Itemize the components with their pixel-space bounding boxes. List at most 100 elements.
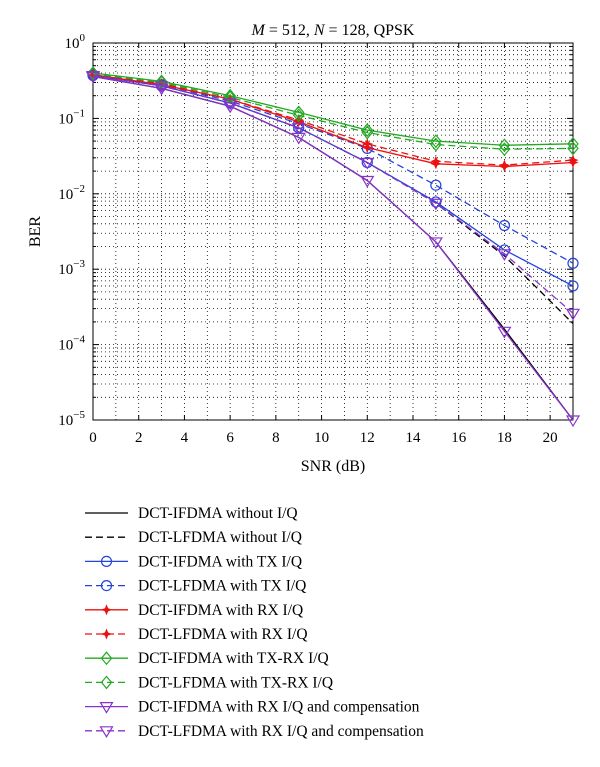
data-point	[223, 98, 238, 111]
legend-label: DCT-IFDMA with TX I/Q	[138, 553, 302, 570]
y-tick-label: 10−2	[58, 183, 85, 203]
data-point	[428, 237, 443, 250]
legend-label: DCT-LFDMA without I/Q	[138, 529, 302, 546]
series-line	[92, 74, 574, 314]
series-line	[92, 72, 574, 146]
data-point	[567, 154, 579, 166]
series-line	[92, 74, 574, 325]
data-point	[497, 249, 512, 261]
x-tick-label: 10	[314, 430, 329, 446]
grid	[93, 43, 573, 420]
data-point	[430, 137, 442, 152]
legend-marker	[100, 628, 113, 640]
legend-item: DCT-IFDMA with TX I/Q	[85, 553, 302, 570]
y-tick-label: 10−1	[58, 107, 85, 127]
legend-marker	[99, 726, 114, 738]
legend-item: DCT-LFDMA without I/Q	[85, 529, 302, 546]
data-point	[291, 123, 306, 135]
legend-marker	[100, 604, 113, 616]
legend-item: DCT-LFDMA with RX I/Q	[85, 626, 308, 643]
y-tick-label: 10−3	[58, 258, 85, 278]
x-tick-label: 16	[451, 430, 467, 446]
data-point	[360, 175, 375, 188]
legend-label: DCT-IFDMA with RX I/Q	[138, 602, 303, 619]
data-point	[567, 141, 579, 156]
data-point	[155, 74, 168, 89]
data-point	[292, 105, 305, 120]
series-line	[92, 74, 574, 168]
title-m: M	[251, 22, 267, 39]
data-point	[430, 155, 442, 167]
legend-item: DCT-IFDMA with TX-RX I/Q	[85, 650, 329, 667]
legend-marker	[100, 675, 113, 690]
legend-item: DCT-IFDMA with RX I/Q and compensation	[85, 699, 420, 716]
series-line	[92, 74, 574, 166]
legend-marker	[100, 555, 113, 568]
y-tick-label: 10−5	[58, 409, 85, 429]
data-point	[565, 308, 581, 321]
legend-item: DCT-LFDMA with TX I/Q	[85, 578, 306, 595]
data-point	[428, 198, 443, 211]
data-point	[498, 219, 511, 232]
data-point	[292, 108, 305, 123]
legend-marker	[100, 651, 113, 666]
legend-marker	[100, 579, 113, 592]
data-point	[154, 81, 169, 94]
legend-item: DCT-LFDMA with TX-RX I/Q	[85, 674, 333, 691]
y-tick-label: 10−4	[58, 334, 85, 354]
title-n: N	[313, 22, 326, 39]
data-point	[361, 125, 374, 140]
series-line	[92, 73, 574, 150]
x-tick-label: 18	[497, 430, 512, 446]
legend-marker	[99, 701, 114, 714]
x-tick-label: 0	[89, 430, 97, 446]
data-point	[224, 90, 236, 105]
x-tick-label: 4	[181, 430, 189, 446]
series-2	[92, 74, 574, 325]
data-point	[154, 83, 169, 96]
series-10	[85, 70, 581, 321]
title-n-value: = 128, QPSK	[325, 22, 415, 39]
legend-item: DCT-IFDMA without I/Q	[85, 505, 298, 522]
data-point	[430, 179, 442, 191]
x-tick-label: 14	[406, 430, 422, 446]
data-point	[85, 70, 101, 83]
legend: DCT-IFDMA without I/Q DCT-LFDMA without I…	[85, 505, 424, 740]
x-tick-label: 8	[272, 430, 280, 446]
legend-item: DCT-LFDMA with RX I/Q and compensation	[85, 723, 424, 740]
legend-label: DCT-LFDMA with RX I/Q	[138, 626, 308, 643]
legend-label: DCT-LFDMA with RX I/Q and compensation	[138, 723, 424, 740]
legend-label: DCT-IFDMA without I/Q	[138, 505, 298, 522]
data-point	[498, 142, 511, 157]
data-point	[567, 257, 579, 269]
data-point	[361, 138, 373, 150]
x-tick-label: 20	[543, 430, 558, 446]
legend-label: DCT-IFDMA with TX-RX I/Q	[138, 650, 329, 667]
series-layer	[85, 66, 581, 428]
legend-item: DCT-IFDMA with RX I/Q	[85, 602, 303, 619]
chart-title: M = 512, N = 128, QPSK	[251, 22, 415, 39]
data-point	[565, 415, 581, 428]
legend-label: DCT-LFDMA with TX-RX I/Q	[138, 674, 333, 691]
data-point	[498, 159, 511, 171]
data-point	[567, 280, 579, 292]
y-axis-label: BER	[27, 216, 44, 247]
plot-frame	[92, 42, 574, 421]
title-m-value: = 512,	[265, 22, 314, 39]
data-point	[430, 134, 442, 149]
data-point	[223, 101, 238, 114]
data-point	[498, 138, 511, 153]
legend-label: DCT-LFDMA with TX I/Q	[138, 578, 306, 595]
data-point	[360, 157, 375, 170]
data-point	[567, 136, 579, 151]
data-point	[361, 123, 374, 138]
y-tick-label: 100	[65, 32, 86, 52]
series-line	[92, 75, 574, 421]
data-point	[497, 326, 512, 339]
x-tick-label: 2	[135, 430, 143, 446]
axis-ticks: 0 2 4 6 8 10 12 14 16 18 20 100 10−1 10−2 10−3 10−4 10−5	[58, 32, 573, 446]
x-tick-label: 12	[360, 430, 375, 446]
x-tick-label: 6	[226, 430, 234, 446]
legend-label: DCT-IFDMA with RX I/Q and compensation	[138, 699, 420, 716]
